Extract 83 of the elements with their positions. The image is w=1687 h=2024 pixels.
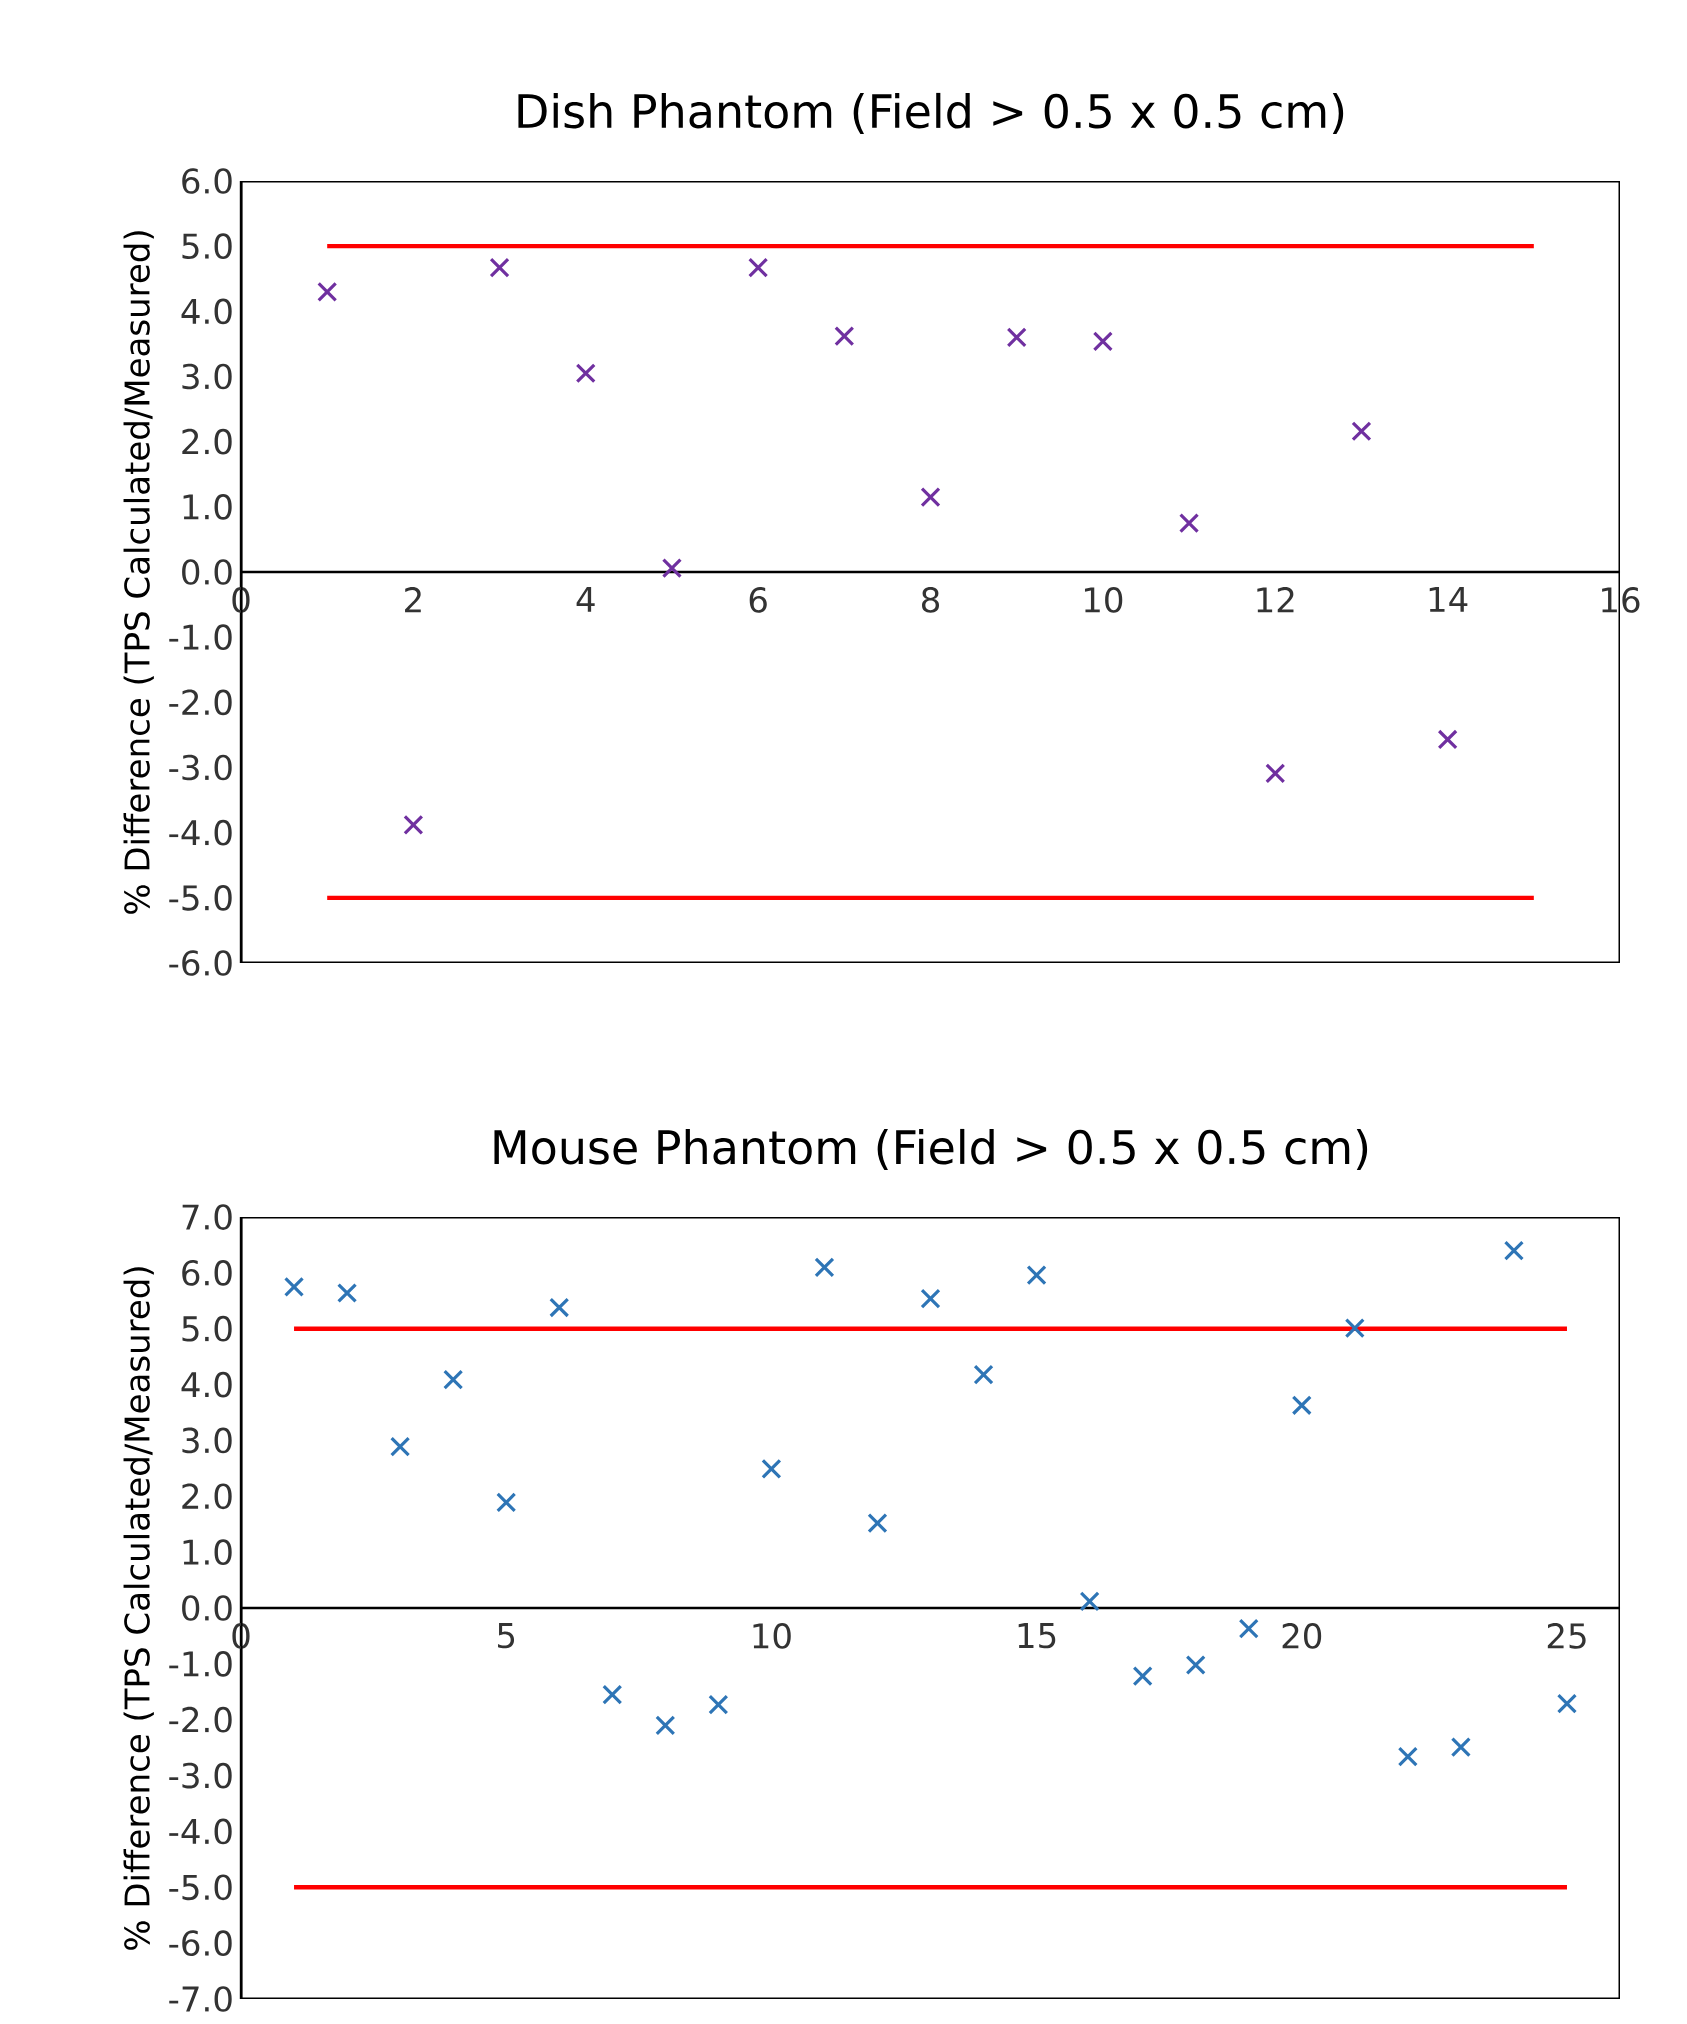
y-tick-label: 5.0: [182, 1315, 232, 1342]
y-tick-label: -4.0: [169, 1818, 232, 1845]
y-tick-label: 0.0: [182, 559, 232, 585]
point: [602, 1684, 623, 1705]
y-tick-label: -2.0: [169, 1706, 232, 1733]
y-tick-label: 2.0: [182, 428, 232, 455]
point: [1079, 1591, 1100, 1612]
y-tick-label: -7.0: [169, 1986, 232, 2012]
point: [575, 363, 596, 384]
point: [1291, 1395, 1312, 1416]
point: [761, 1458, 782, 1480]
x-tick-label: 15: [1018, 1623, 1056, 1649]
y-tick-label: 1.0: [183, 1539, 232, 1566]
point: [1503, 1240, 1525, 1261]
y-tick-label: 2.0: [182, 1483, 232, 1510]
point: [489, 257, 510, 278]
point: [1178, 513, 1200, 534]
y-tick-label: -1.0: [169, 624, 232, 651]
y-tick-label: 3.0: [182, 1427, 232, 1454]
point: [867, 1513, 888, 1534]
point: [920, 1288, 941, 1309]
y-tick-label: 4.0: [181, 1371, 232, 1398]
point: [549, 1297, 570, 1318]
y-tick-label: 7.0: [182, 1204, 232, 1230]
point: [814, 1257, 835, 1278]
point: [661, 558, 683, 579]
point: [317, 281, 338, 302]
x-tick-label: 2: [405, 587, 421, 613]
x-tick-label: 10: [1084, 587, 1123, 613]
y-tick-label: -6.0: [169, 1930, 232, 1957]
point: [496, 1492, 517, 1513]
chart-title: Mouse Phantom (Field > 0.5 x 0.5 cm): [494, 1128, 1368, 1170]
point: [1351, 421, 1372, 442]
point: [403, 814, 424, 835]
y-tick-label: -5.0: [169, 884, 232, 911]
chart-title: Dish Phantom (Field > 0.5 x 0.5 cm): [518, 92, 1344, 134]
point: [748, 257, 769, 278]
point: [655, 1715, 676, 1736]
point: [1092, 331, 1113, 352]
y-tick-label: 4.0: [181, 298, 232, 325]
point: [1437, 729, 1458, 750]
y-tick-label: -2.0: [169, 689, 232, 716]
point: [443, 1369, 464, 1390]
point: [834, 326, 855, 347]
point: [336, 1282, 358, 1304]
y-tick-label: 6.0: [182, 168, 232, 194]
y-tick-label: 1.0: [183, 493, 232, 520]
x-tick-label: 25: [1547, 1623, 1586, 1649]
point: [1026, 1265, 1047, 1286]
x-tick-label: 8: [922, 587, 940, 613]
y-tick-label: -4.0: [169, 819, 232, 846]
point: [1006, 327, 1027, 348]
y-tick-label: -3.0: [169, 1762, 232, 1789]
y-axis-title: % Difference (TPS Calculated/Measured): [123, 1267, 154, 1950]
point: [973, 1364, 994, 1385]
x-tick-label: 5: [498, 1623, 515, 1649]
point: [708, 1694, 729, 1715]
x-tick-label: 4: [576, 587, 595, 612]
point: [283, 1276, 305, 1297]
y-tick-label: -1.0: [169, 1651, 232, 1677]
y-tick-label: 0.0: [182, 1595, 232, 1621]
point: [1450, 1737, 1471, 1758]
y-tick-label: 3.0: [182, 363, 232, 390]
x-tick-label: 12: [1257, 587, 1294, 613]
y-axis-title: % Difference (TPS Calculated/Measured): [123, 231, 154, 914]
y-tick-label: -3.0: [169, 754, 232, 781]
y-tick-label: -5.0: [169, 1874, 232, 1901]
x-tick-label: 20: [1282, 1623, 1322, 1649]
point: [1265, 763, 1286, 784]
point: [1132, 1666, 1153, 1687]
point: [1397, 1746, 1418, 1767]
point: [390, 1436, 411, 1457]
point: [1344, 1318, 1365, 1339]
y-tick-label: 6.0: [182, 1260, 232, 1286]
y-tick-label: 5.0: [182, 233, 232, 260]
point: [1238, 1618, 1259, 1639]
x-tick-label: 10: [753, 1623, 791, 1649]
point: [1185, 1654, 1206, 1676]
x-tick-label: 14: [1429, 587, 1468, 612]
point: [920, 486, 941, 508]
y-tick-label: -6.0: [169, 950, 232, 976]
x-tick-label: 6: [749, 587, 767, 613]
point: [1556, 1693, 1578, 1714]
